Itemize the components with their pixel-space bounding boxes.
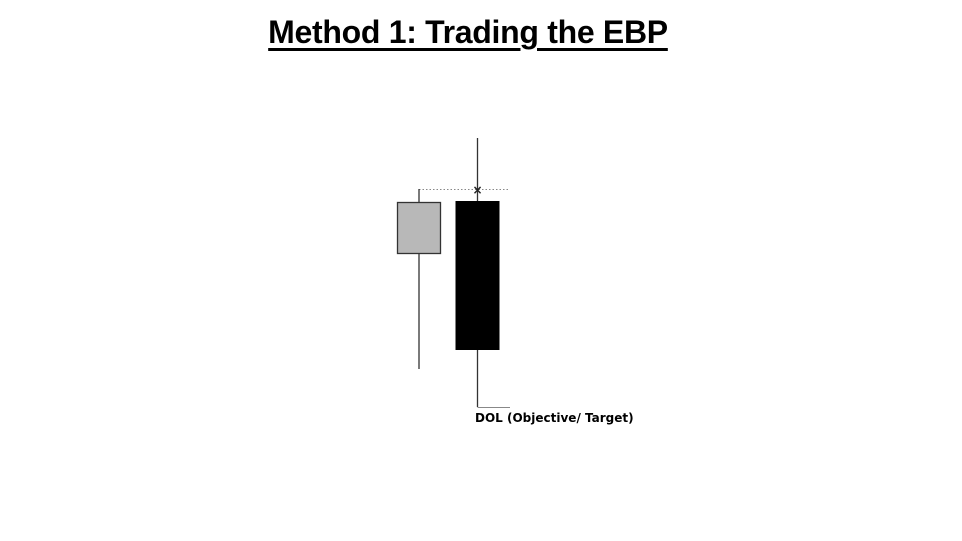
candle-1-body (396, 201, 442, 255)
candle-2-body (455, 201, 500, 350)
sweep-marker: × (472, 183, 482, 197)
slide-title: Method 1: Trading the EBP (268, 14, 668, 50)
target-label: DOL (Objective/ Target) (475, 411, 634, 425)
